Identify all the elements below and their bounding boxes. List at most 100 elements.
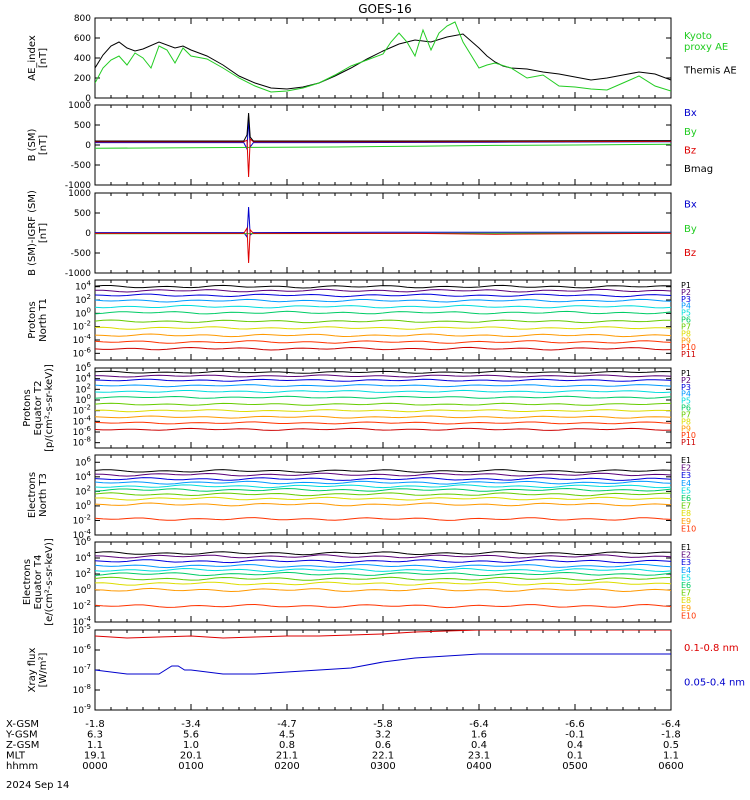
ephemeris-value: 0.5 (663, 740, 679, 751)
ephemeris-value: 0000 (82, 761, 107, 772)
channel-label-e9: E9 (681, 604, 691, 613)
channel-label-e5: E5 (681, 573, 691, 582)
channel-label-p3: P3 (681, 383, 691, 392)
legend-by: By (684, 127, 697, 138)
y-tick-label: 10-2 (73, 513, 91, 526)
y-tick-label: 100 (75, 306, 91, 319)
channel-label-p10: P10 (681, 431, 696, 440)
channel-label-e3: E3 (681, 558, 691, 567)
plot-area (95, 21, 671, 93)
y-tick-label: 102 (75, 382, 91, 395)
ephemeris-value: 1.1 (663, 751, 679, 762)
channel-p11 (95, 427, 671, 431)
y-axis-label: Xray flux[W/m²] (27, 648, 49, 693)
channel-e5 (95, 567, 671, 573)
ephemeris-value: 1.0 (183, 740, 199, 751)
panel-bsm: -1000 -500 0 500 1000 B (SM)[nT] Bx By Bz Bmag (27, 101, 713, 191)
y-axis-label: ProtonsNorth T1 (27, 298, 49, 342)
channel-label-e2: E2 (681, 551, 691, 560)
y-tick-label: 102 (75, 293, 91, 306)
y-tick-label: 1000 (68, 189, 91, 199)
channel-e6 (95, 487, 671, 492)
y-tick-label: 1000 (68, 101, 91, 111)
channel-e2 (95, 554, 671, 559)
plot-area (95, 469, 671, 521)
ephemeris-value: 1.6 (471, 730, 487, 741)
channel-label-p9: P9 (681, 424, 691, 433)
ephemeris-value: -5.8 (373, 719, 393, 730)
legend-bmag: Bmag (684, 164, 713, 175)
channel-p5 (95, 304, 671, 309)
y-tick-label: 10-5 (73, 623, 91, 636)
y-tick-label: -1000 (65, 269, 91, 279)
channel-e6 (95, 571, 671, 577)
y-axis-label: ElectronsEquator T4[e/(cm²-s-sr-keV)] (22, 538, 55, 626)
channel-label-p2: P2 (681, 288, 691, 297)
ephemeris-value: -3.4 (181, 719, 201, 730)
channel-label-p1: P1 (681, 281, 691, 290)
channel-p7 (95, 319, 671, 324)
ephemeris-value: 0.1 (567, 751, 583, 762)
series-0-1-0-8-nm (95, 630, 671, 639)
y-tick-label: -500 (71, 161, 92, 171)
y-tick-label: 104 (75, 470, 91, 483)
series-bz (95, 226, 671, 264)
channel-p8 (95, 326, 671, 330)
channel-label-p7: P7 (681, 410, 691, 419)
channel-p9 (95, 333, 671, 338)
plot-area (95, 630, 671, 675)
channel-label-e1: E1 (681, 456, 691, 465)
y-tick-label: 104 (75, 372, 91, 385)
channel-label-p5: P5 (681, 309, 691, 318)
y-tick-label: 500 (74, 209, 91, 219)
channel-e1 (95, 551, 671, 556)
channel-p2 (95, 374, 671, 378)
legend-by: By (684, 224, 697, 235)
series-bmag (95, 112, 671, 142)
y-tick-label: 200 (74, 74, 91, 84)
channel-p2 (95, 288, 671, 293)
channel-label-e4: E4 (681, 479, 691, 488)
channel-label-e2: E2 (681, 464, 691, 473)
channel-label-e1: E1 (681, 543, 691, 552)
legend-bx: Bx (684, 108, 697, 119)
ephemeris-value: -6.4 (661, 719, 681, 730)
channel-p6 (95, 310, 671, 315)
channel-e8 (95, 581, 671, 586)
panel-ae: 0 200 400 600 800 AE_index[nT] Kyoto proxy AE Th… (27, 14, 737, 104)
series-bx (95, 206, 671, 239)
panel-frame (94, 17, 672, 99)
time-axis-labels: X-GSM -1.8 -3.4 -4.7 -5.8 -6.4 -6.6 -6.4 Y-GSM 6.… (5, 719, 684, 772)
plot-area (95, 112, 671, 178)
y-axis-label: B (SM)[nT] (27, 128, 49, 161)
channel-label-e10: E10 (681, 611, 696, 620)
channel-p10 (95, 421, 671, 425)
plot-area (95, 370, 671, 431)
channel-e9 (95, 502, 671, 507)
y-tick-label: 10-9 (73, 703, 91, 716)
channel-label-p10: P10 (681, 343, 696, 352)
y-tick-label: 106 (75, 361, 91, 374)
ephemeris-value: -6.4 (469, 719, 489, 730)
ephemeris-value: 0500 (562, 761, 587, 772)
channel-label-p7: P7 (681, 322, 691, 331)
plot-area (95, 284, 671, 351)
channel-label-p11: P11 (681, 438, 696, 447)
ephemeris-value: -6.6 (565, 719, 585, 730)
y-tick-label: 100 (75, 393, 91, 406)
y-tick-label: 400 (74, 54, 91, 64)
channel-p10 (95, 340, 671, 344)
ephemeris-row-label: X-GSM (6, 719, 39, 730)
ephemeris-value: 0.8 (279, 740, 295, 751)
channel-e10 (95, 603, 671, 609)
channel-label-e6: E6 (681, 494, 691, 503)
channel-label-p9: P9 (681, 336, 691, 345)
channel-e3 (95, 559, 671, 564)
ephemeris-value: -4.7 (277, 719, 297, 730)
channel-label-e8: E8 (681, 596, 691, 605)
ephemeris-value: 1.1 (87, 740, 103, 751)
channel-e7 (95, 492, 671, 497)
plot-area (95, 206, 671, 264)
